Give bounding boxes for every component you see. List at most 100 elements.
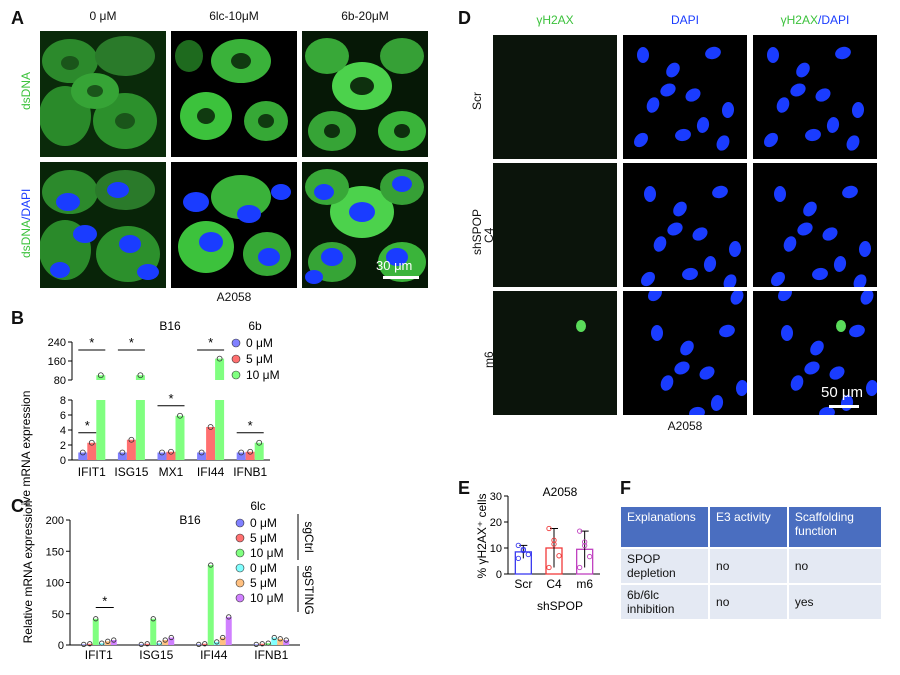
nucleus [865,380,877,396]
nucleus [710,395,724,411]
group-label: sgSTING [302,565,316,614]
significance-marker: * [129,335,134,350]
image-background [493,35,617,159]
micrograph-dsdna-6lc [171,31,297,157]
nucleus [660,375,674,391]
data-point [156,640,162,646]
data-point [277,636,283,642]
x-tick-label: m6 [576,577,593,591]
y-tick-label: 100 [46,578,64,590]
nucleus [826,117,840,133]
gamma-h2ax-focus [836,320,846,332]
gamma-h2ax-image [493,35,617,159]
dapi-image [623,35,747,159]
nucleus [781,325,793,341]
panel-e-chart: A2058 % γH2AX⁺ cells shSPOP 0 10 20 30 Scr C4… [475,485,600,613]
nucleus [634,132,648,148]
legend-swatch [235,533,245,543]
nucleus [699,366,715,380]
nucleus [721,102,735,118]
nucleus [805,128,821,142]
data-point [515,542,521,549]
nucleus [651,325,663,341]
bar [254,442,264,460]
bar [80,644,87,645]
nucleus [641,271,655,287]
scale-bar [829,405,859,408]
legend-swatch [235,518,245,528]
data-point [253,641,259,647]
data-point [214,639,220,645]
data-point [587,553,593,560]
merge-image [753,163,877,287]
legend-swatch [231,338,241,348]
image-background [493,291,617,415]
nucleus [833,256,847,272]
panel-d-col-header: DAPI [670,13,699,27]
bar [168,637,175,645]
nucleus [680,340,694,356]
bar [225,616,232,645]
nucleus [685,88,701,102]
x-axis-label: shSPOP [537,599,583,613]
y-axis-label: Relative mRNA expression [19,391,33,505]
nucleus [637,47,649,63]
panel-f-label: F [620,478,631,498]
nucleus [716,135,730,151]
micrograph-merge-0um [40,162,166,288]
data-point [138,641,144,647]
nucleus [730,291,744,305]
nucleus [696,117,710,133]
legend-entry: 5 μM [250,576,277,590]
table-cell: yes [788,585,881,619]
nucleus [790,375,804,391]
y-tick-label: 50 [52,609,64,621]
data-point [119,449,126,456]
bar [277,638,284,645]
bar [135,400,145,460]
x-tick-label: C4 [546,577,562,591]
nucleus [835,46,851,60]
image-background [493,163,617,287]
data-point [582,539,588,545]
data-point [207,424,214,430]
data-point [196,641,202,647]
data-point [220,634,226,641]
bar [195,644,202,645]
data-point [79,449,86,456]
legend-swatch [231,370,241,380]
data-point [88,439,95,446]
chart-title: A2058 [543,485,578,499]
group-label: sgCtrl [302,521,316,552]
bar [166,451,176,460]
nucleus [783,236,797,252]
bar [253,644,260,645]
scale-bar-label: 50 μm [821,384,863,401]
nucleus [764,132,778,148]
nucleus [674,361,690,375]
data-point [105,638,111,644]
bar [87,442,97,460]
significance-marker: * [208,335,213,350]
y-tick-label: 200 [46,515,64,527]
bar [156,643,163,645]
legend-entry: 0 μM [250,516,277,530]
data-point [177,412,183,419]
nucleus [796,62,810,78]
data-point [162,637,168,643]
bar [96,400,106,460]
significance-marker: * [248,418,253,433]
bar [92,618,99,645]
data-point [168,634,174,641]
bar [219,637,226,645]
nucleus [673,201,687,217]
nucleus [644,186,656,202]
panel-c-chart: B16 Relative mRNA expression 6lc 0 50 100 1… [21,499,316,662]
data-point [520,547,526,554]
bar [215,400,225,460]
x-tick-label: ISG15 [114,465,148,479]
nucleus [815,88,831,102]
nucleus [776,97,790,113]
y-tick-label: 150 [46,546,64,558]
panel-a-col-header: 0 μM [89,9,117,23]
